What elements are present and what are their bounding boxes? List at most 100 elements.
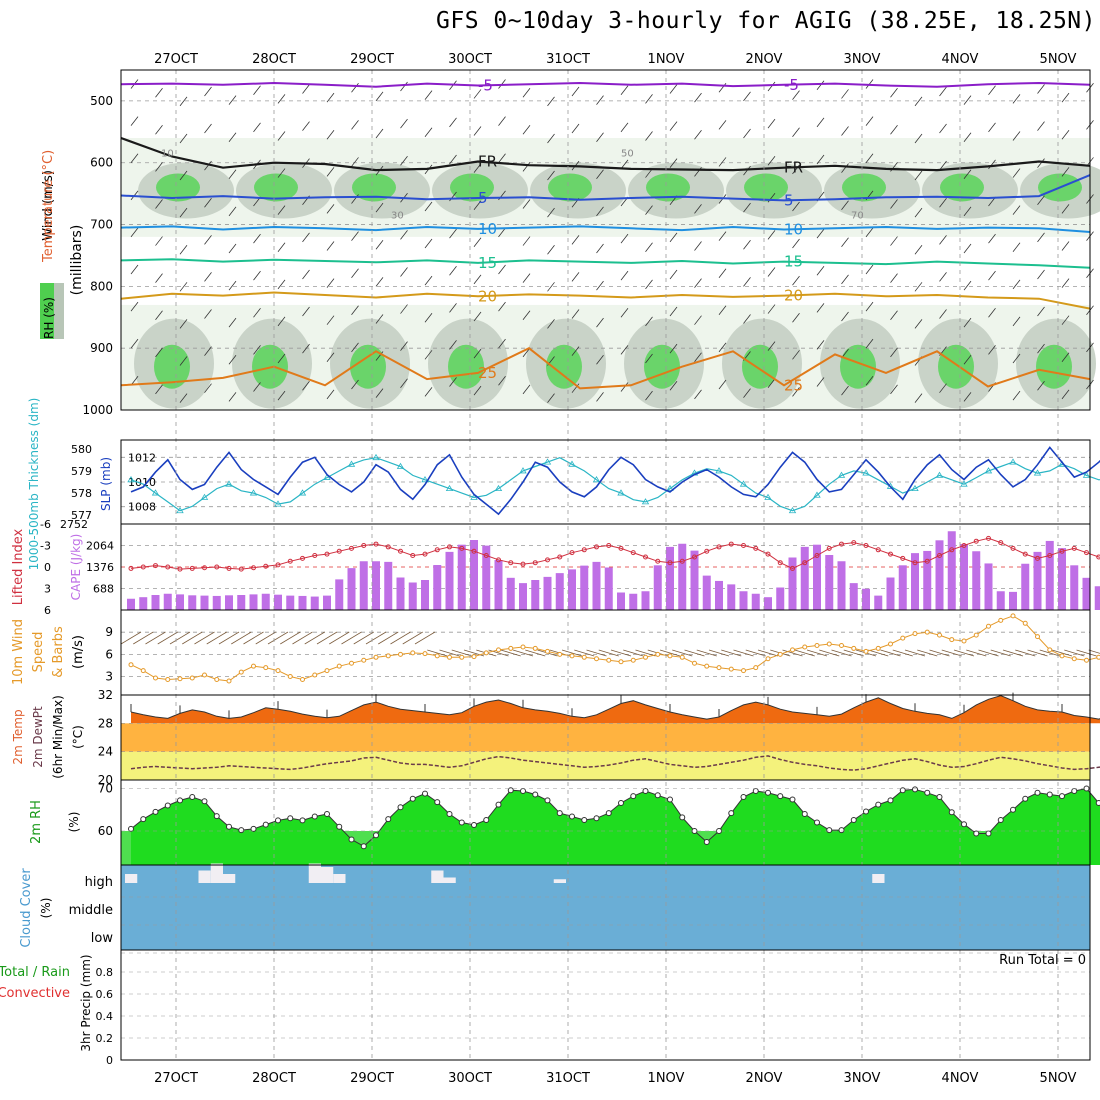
wind-barb xyxy=(326,241,335,251)
wind-speed-point xyxy=(471,654,477,660)
thickness-point xyxy=(715,467,723,474)
rh-point xyxy=(863,808,869,815)
li-tick-label: -3 xyxy=(40,540,51,553)
lifted-index-point xyxy=(483,553,489,559)
wind-barb xyxy=(721,649,742,657)
lifted-index-point xyxy=(630,550,636,556)
rh2m-unit-label: (%) xyxy=(67,812,81,833)
wind-barb xyxy=(424,127,433,138)
wind-speed-point xyxy=(790,647,795,653)
wind-barb xyxy=(218,631,240,645)
cape-bar xyxy=(200,595,209,610)
lifted-index-point xyxy=(986,535,991,541)
wind-barb xyxy=(375,314,384,324)
lifted-index-point xyxy=(324,551,330,557)
wind-barb xyxy=(1051,649,1073,657)
wind-barb xyxy=(1037,232,1045,243)
rh-point xyxy=(128,825,134,832)
wind-speed-point xyxy=(532,645,538,651)
lifted-index-point xyxy=(140,564,146,570)
wind-barb xyxy=(194,631,215,645)
wind-barb xyxy=(253,122,261,133)
wind-barb xyxy=(155,273,163,283)
wind-barb xyxy=(890,199,898,209)
cape-bar xyxy=(653,565,662,610)
precip-tick-label: 0.6 xyxy=(96,988,114,1001)
rh-point xyxy=(556,810,563,817)
isotherm-25 xyxy=(120,347,1091,390)
rh-point xyxy=(569,813,575,820)
wind-barb xyxy=(645,353,653,364)
rh-contour-70 xyxy=(1036,344,1072,389)
cape-bar xyxy=(923,550,932,610)
wind-barb xyxy=(1061,389,1070,400)
wind-barb xyxy=(473,89,482,99)
wind-barb xyxy=(547,393,555,403)
wind-barb xyxy=(953,649,975,657)
wind-tick-label: 3 xyxy=(105,670,113,684)
lifted-index-point xyxy=(251,565,256,571)
wind-barb xyxy=(130,116,139,126)
thickness-point xyxy=(347,460,356,467)
wind-barb xyxy=(277,131,286,141)
wind-barb xyxy=(1012,242,1021,252)
wind-barb xyxy=(267,631,289,645)
wind-barb xyxy=(500,649,521,657)
lifted-index-point xyxy=(434,547,440,553)
wind-barb xyxy=(988,345,996,355)
wind-barb xyxy=(596,169,604,180)
temp-tick-label: 20 xyxy=(98,773,113,787)
cape-bar xyxy=(1094,586,1100,610)
wind-barb xyxy=(792,90,800,100)
lifted-index-point xyxy=(287,558,293,564)
wind-barb xyxy=(890,310,898,320)
wind-barb xyxy=(1061,92,1070,103)
wind-barb xyxy=(1061,167,1070,177)
cape-bar xyxy=(690,550,699,610)
wind-barb xyxy=(694,92,702,103)
wind-barb xyxy=(228,169,237,180)
wind-barb xyxy=(130,301,139,312)
rh-point xyxy=(789,796,796,803)
wind-barb xyxy=(547,319,555,329)
cape-tick-label: 2752 xyxy=(60,518,88,531)
rh-point xyxy=(728,810,735,817)
wind-barb xyxy=(733,649,754,657)
wind-barb xyxy=(914,393,923,403)
cape-bar xyxy=(825,555,834,610)
cape-bar xyxy=(335,579,344,610)
rh-tick-label: 70 xyxy=(98,782,113,796)
wind-barb xyxy=(841,200,849,210)
wind-barb xyxy=(620,233,629,244)
lifted-index-point xyxy=(802,560,808,566)
lifted-index-point xyxy=(1010,545,1016,551)
cape-tick-label: 688 xyxy=(93,583,114,596)
wind-speed-point xyxy=(202,672,207,678)
wind-barb xyxy=(596,95,604,105)
wind-speed-point xyxy=(912,631,918,637)
wind-barb xyxy=(522,236,531,246)
rh-point xyxy=(912,786,918,793)
lifted-index-point xyxy=(410,553,416,559)
isotherm-5 xyxy=(120,174,1091,202)
wind-barb xyxy=(547,282,555,292)
wind-panel-bg xyxy=(121,610,1090,695)
wind-barb xyxy=(498,153,506,163)
cape-bar xyxy=(519,583,527,610)
rh-point xyxy=(164,802,171,809)
wind-speed-point xyxy=(998,617,1004,623)
wind-barb xyxy=(449,154,457,165)
cape-bar xyxy=(445,551,454,610)
wind-barb xyxy=(792,201,800,212)
wind-barb xyxy=(228,243,237,254)
cape-bar xyxy=(347,568,356,610)
wind-barb xyxy=(351,231,359,241)
wind-barb xyxy=(816,154,825,165)
wind-speed-point xyxy=(802,644,808,650)
wind-speed-point xyxy=(189,675,195,681)
wind-barb xyxy=(424,350,433,360)
cape-bar xyxy=(298,595,307,610)
lifted-index-point xyxy=(202,565,207,571)
wind-speed-point xyxy=(777,651,783,657)
cloud-cover-unit-label: (%) xyxy=(39,898,53,919)
